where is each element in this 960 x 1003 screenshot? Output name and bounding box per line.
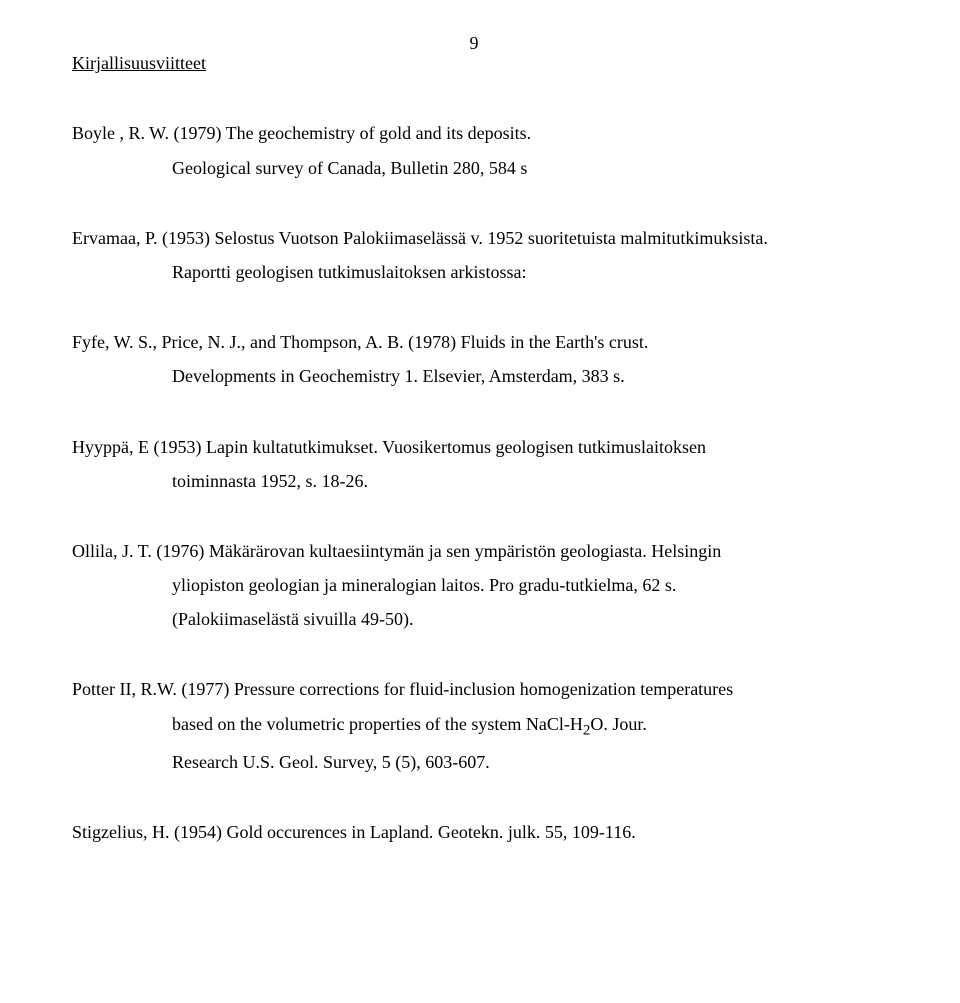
reference-fyfe: Fyfe, W. S., Price, N. J., and Thompson,… bbox=[72, 325, 876, 393]
ref-text: Hyyppä, E (1953) Lapin kultatutkimukset.… bbox=[72, 430, 876, 464]
ref-text: toiminnasta 1952, s. 18-26. bbox=[72, 464, 876, 498]
reference-hyyppa: Hyyppä, E (1953) Lapin kultatutkimukset.… bbox=[72, 430, 876, 498]
reference-boyle: Boyle , R. W. (1979) The geochemistry of… bbox=[72, 116, 876, 184]
ref-text: Fyfe, W. S., Price, N. J., and Thompson,… bbox=[72, 325, 876, 359]
reference-ollila: Ollila, J. T. (1976) Mäkärärovan kultaes… bbox=[72, 534, 876, 637]
ref-text: based on the volumetric properties of th… bbox=[72, 707, 876, 745]
ref-text: Ervamaa, P. (1953) Selostus Vuotson Palo… bbox=[72, 221, 876, 255]
ref-text: Ollila, J. T. (1976) Mäkärärovan kultaes… bbox=[72, 534, 876, 568]
ref-text-part: O. Jour. bbox=[590, 714, 647, 734]
reference-ervamaa: Ervamaa, P. (1953) Selostus Vuotson Palo… bbox=[72, 221, 876, 289]
ref-text: yliopiston geologian ja mineralogian lai… bbox=[72, 568, 876, 602]
ref-text-part: based on the volumetric properties of th… bbox=[172, 714, 583, 734]
ref-text: Stigzelius, H. (1954) Gold occurences in… bbox=[72, 815, 876, 849]
ref-text: Geological survey of Canada, Bulletin 28… bbox=[72, 151, 876, 185]
ref-text: (Palokiimaselästä sivuilla 49-50). bbox=[72, 602, 876, 636]
ref-text: Developments in Geochemistry 1. Elsevier… bbox=[72, 359, 876, 393]
reference-potter: Potter II, R.W. (1977) Pressure correcti… bbox=[72, 672, 876, 778]
reference-stigzelius: Stigzelius, H. (1954) Gold occurences in… bbox=[72, 815, 876, 849]
ref-text: Potter II, R.W. (1977) Pressure correcti… bbox=[72, 672, 876, 706]
ref-text: Boyle , R. W. (1979) The geochemistry of… bbox=[72, 116, 876, 150]
ref-text: Research U.S. Geol. Survey, 5 (5), 603-6… bbox=[72, 745, 876, 779]
ref-text: Raportti geologisen tutkimuslaitoksen ar… bbox=[72, 255, 876, 289]
